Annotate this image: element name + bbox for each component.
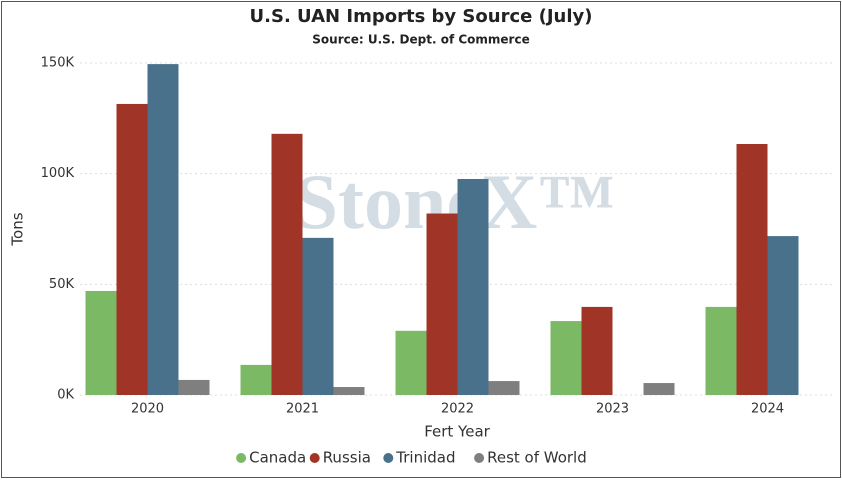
bar — [271, 133, 303, 395]
y-tick-label: 0K — [57, 388, 74, 403]
bar — [736, 144, 768, 395]
bar — [457, 178, 489, 395]
legend-marker — [383, 453, 394, 463]
legend-marker — [309, 453, 320, 463]
bar — [240, 364, 272, 395]
x-axis-label: Fert Year — [424, 423, 490, 441]
bar — [395, 330, 427, 395]
chart-subtitle: Source: U.S. Dept. of Commerce — [312, 33, 529, 47]
legend-marker — [474, 453, 485, 463]
y-tick-label: 150K — [41, 56, 75, 71]
bar — [147, 64, 179, 396]
bar — [488, 381, 520, 395]
bar — [178, 379, 210, 395]
legend-label: Rest of World — [487, 449, 587, 467]
bar — [302, 237, 334, 395]
x-tick-label: 2021 — [286, 402, 319, 417]
x-tick-label: 2023 — [596, 402, 629, 417]
bar — [116, 103, 148, 396]
y-axis-label: Tons — [9, 212, 27, 246]
x-tick-label: 2022 — [441, 402, 474, 417]
legend-label: Canada — [249, 449, 306, 467]
chart-title: U.S. UAN Imports by Source (July) — [250, 6, 593, 27]
bar — [643, 383, 675, 395]
bar — [767, 236, 799, 395]
bar — [581, 306, 613, 395]
x-tick-label: 2024 — [751, 402, 784, 417]
bar — [550, 321, 582, 395]
bar — [426, 213, 458, 395]
legend-label: Trinidad — [395, 449, 455, 467]
bar — [333, 387, 365, 395]
bar — [85, 290, 117, 395]
legend-label: Russia — [323, 449, 371, 467]
legend-marker — [236, 453, 247, 463]
y-tick-label: 100K — [41, 166, 75, 181]
bar — [705, 306, 737, 395]
y-tick-label: 50K — [49, 277, 75, 292]
x-tick-label: 2020 — [131, 402, 164, 417]
